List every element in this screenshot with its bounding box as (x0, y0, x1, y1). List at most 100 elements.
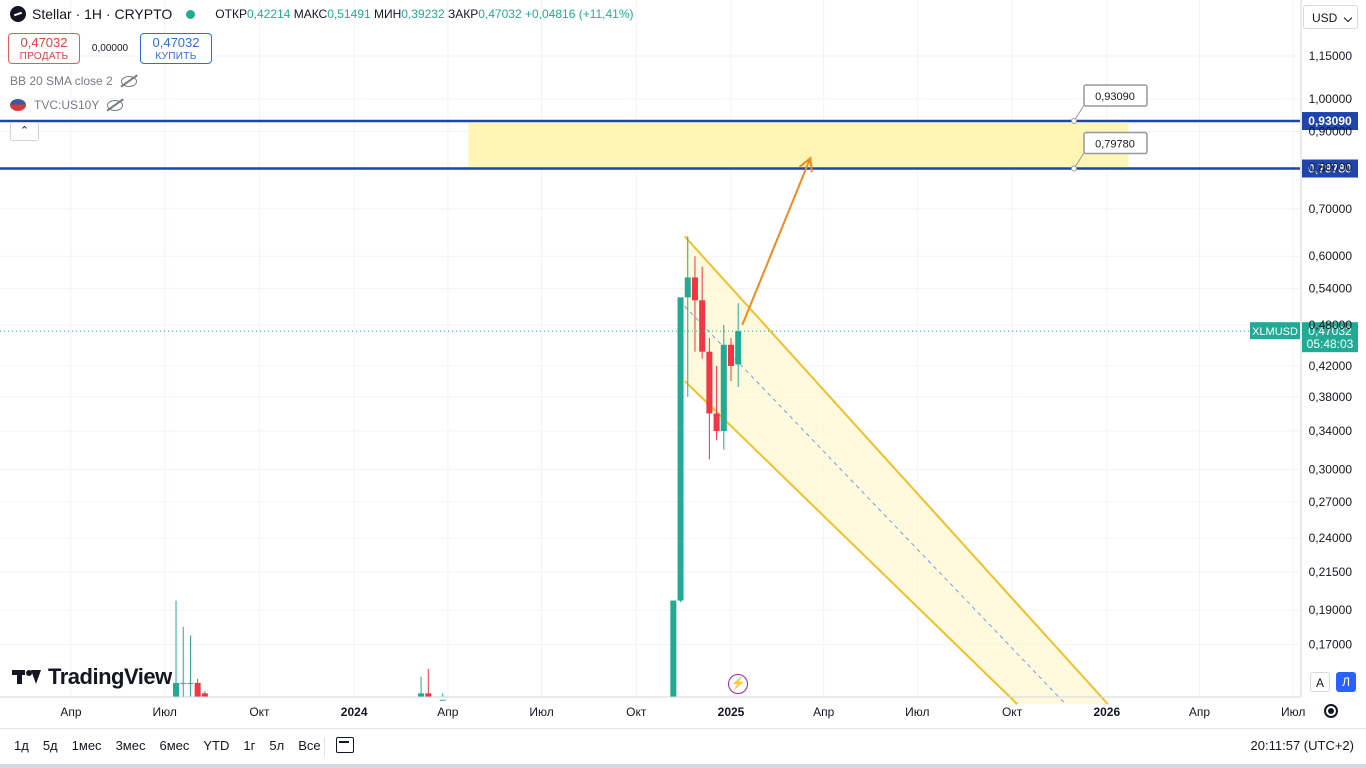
range-3m[interactable]: 3мес (115, 738, 146, 753)
level-price-label: 0,93090 (1308, 114, 1352, 128)
price-tick-label: 0,24000 (1309, 531, 1353, 545)
axes-layer: 1,15000 1,00000 0,90000 0,80000 0,70000 0,600… (0, 0, 1353, 719)
lightning-icon[interactable]: ⚡ (728, 674, 748, 694)
range-1m[interactable]: 1мес (71, 738, 102, 753)
candle (173, 600, 180, 697)
indicator-us10y[interactable]: TVC:US10Y (10, 98, 124, 112)
price-tick-label: 0,48000 (1309, 318, 1353, 332)
price-tick-label: 0,19000 (1309, 603, 1353, 617)
countdown-label: 05:48:03 (1307, 337, 1354, 351)
bottom-toolbar: 1д 5д 1мес 3мес 6мес YTD 1г 5л Все 20:11… (0, 728, 1366, 765)
log-scale-button[interactable]: Л (1336, 672, 1356, 692)
candle-body (670, 600, 677, 697)
price-tick-label: 1,00000 (1309, 92, 1353, 106)
indicator-bb-label: BB 20 SMA close 2 (10, 74, 113, 88)
price-chart[interactable]: 0,93090 0,93090 0,79780 0,79780 XLMUSD 0,4703… (0, 0, 1366, 728)
range-buttons: 1д 5д 1мес 3мес 6мес YTD 1г 5л Все (14, 738, 321, 753)
sell-button[interactable]: 0,47032 ПРОДАТЬ (8, 33, 80, 64)
candle (706, 338, 713, 460)
tradingview-logo: TradingView (12, 664, 172, 690)
levels-layer[interactable]: 0,93090 0,93090 0,79780 0,79780 XLMUSD 0,4703… (0, 84, 1358, 353)
level-price-tag (1302, 112, 1358, 131)
clock[interactable]: 20:11:57 (UTC+2) (1250, 738, 1354, 753)
candle-body (194, 682, 201, 697)
range-6m[interactable]: 6мес (159, 738, 190, 753)
target-arrow-head (798, 156, 813, 173)
close-label: ЗАКР (448, 7, 479, 21)
last-price-tag (1302, 322, 1358, 353)
eye-off-icon[interactable] (107, 99, 124, 111)
symbol-tag-label: XLMUSD (1252, 326, 1298, 338)
auto-scale-button[interactable]: A (1310, 672, 1330, 692)
price-tick-label: 1,15000 (1309, 49, 1353, 63)
time-tick-label: 2024 (341, 705, 368, 719)
time-tick-label: Апр (437, 705, 459, 719)
candle (684, 236, 691, 397)
price-tick-label: 0,90000 (1309, 124, 1353, 138)
candle-body (699, 300, 706, 352)
level-price-label: 0,79780 (1308, 162, 1352, 176)
time-tick-label: Апр (813, 705, 835, 719)
callout-anchor (1071, 118, 1077, 125)
time-tick-label: Июл (905, 705, 929, 719)
window-edge (0, 764, 1366, 768)
candle-body (180, 682, 187, 684)
candles-layer (0, 236, 1300, 701)
callout-anchor (1071, 165, 1077, 172)
range-all[interactable]: Все (298, 738, 321, 753)
collapse-legend-button[interactable]: ⌃ (10, 122, 39, 141)
range-ytd[interactable]: YTD (203, 738, 230, 753)
ohlc-readout: ОТКР0,42214 МАКС0,51491 МИН0,39232 ЗАКР0… (215, 7, 633, 21)
time-tick-label: 2026 (1093, 705, 1120, 719)
candle (670, 600, 677, 697)
candle (439, 693, 446, 701)
market-status-icon (186, 9, 196, 19)
range-1y[interactable]: 1г (243, 738, 256, 753)
range-5d[interactable]: 5д (42, 738, 58, 753)
currency-select[interactable]: USD (1303, 5, 1358, 29)
toolbar-divider (324, 737, 325, 757)
channel-mid-line (684, 305, 1066, 705)
time-tick-label: Июл (1281, 705, 1305, 719)
close-value: 0,47032 (478, 7, 522, 21)
price-tick-label: 0,21500 (1309, 565, 1353, 579)
arrow-layer[interactable] (741, 156, 813, 326)
callout-box (1083, 131, 1148, 155)
symbol-title[interactable]: Stellar · 1H · CRYPTO (32, 6, 173, 22)
tradingview-mark-icon (12, 668, 42, 686)
tradingview-logo-text: TradingView (48, 664, 172, 689)
buy-button[interactable]: 0,47032 КУПИТЬ (140, 33, 212, 64)
price-tick-label: 0,60000 (1309, 249, 1353, 263)
candle (180, 626, 187, 697)
price-tick-label: 0,17000 (1309, 637, 1353, 651)
range-5y[interactable]: 5л (269, 738, 285, 753)
gear-icon[interactable] (1324, 704, 1338, 718)
price-tick-label: 0,27000 (1309, 495, 1353, 509)
candle (720, 324, 727, 450)
callout-box (1083, 84, 1148, 107)
price-tick-label: 0,34000 (1309, 424, 1353, 438)
candle-body (418, 693, 425, 697)
sell-label: ПРОДАТЬ (19, 51, 69, 62)
callout-label: 0,79780 (1095, 139, 1135, 151)
candle-body (713, 413, 720, 432)
candle (691, 256, 698, 352)
candle-body (173, 682, 180, 697)
indicator-bb[interactable]: BB 20 SMA close 2 (10, 74, 137, 88)
price-tick-label: 0,54000 (1309, 282, 1353, 296)
candle (699, 266, 706, 359)
sell-price: 0,47032 (20, 35, 68, 50)
channel-upper-line (683, 235, 1109, 705)
level-price-tag (1302, 159, 1358, 178)
candle (194, 678, 201, 697)
eye-off-icon[interactable] (120, 75, 137, 87)
target-zone-layer[interactable] (468, 122, 1129, 167)
time-tick-label: Июл (529, 705, 553, 719)
range-1d[interactable]: 1д (14, 738, 29, 753)
descending-channel-layer[interactable] (683, 235, 1109, 705)
calendar-icon[interactable] (336, 737, 354, 753)
candle-body (720, 344, 727, 432)
price-tick-label: 0,70000 (1309, 202, 1353, 216)
chart-header: Stellar · 1H · CRYPTO ОТКР0,42214 МАКС0,… (10, 6, 634, 22)
candle-body (187, 682, 194, 684)
